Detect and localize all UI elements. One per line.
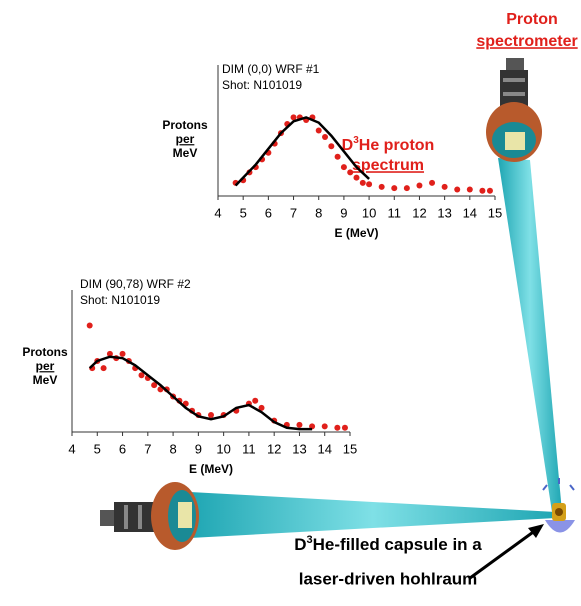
data-point — [106, 350, 113, 357]
data-point — [321, 423, 328, 430]
data-point — [151, 382, 158, 389]
y-axis-label: Protons — [162, 118, 208, 132]
data-point — [309, 423, 316, 430]
data-point — [290, 114, 297, 121]
data-point — [416, 182, 423, 189]
x-tick-label: 6 — [265, 205, 272, 220]
y-axis-label: MeV — [173, 146, 198, 160]
y-axis-label: per — [176, 132, 195, 146]
x-tick-label: 4 — [214, 205, 221, 220]
fit-line — [234, 116, 370, 187]
x-tick-label: 7 — [144, 441, 151, 456]
x-tick-label: 11 — [388, 205, 402, 220]
x-tick-label: 12 — [267, 441, 281, 456]
data-point — [315, 127, 322, 134]
data-point — [340, 164, 347, 171]
data-point — [100, 365, 107, 372]
data-point — [86, 322, 93, 329]
data-point — [347, 169, 354, 176]
annotation-part: D — [342, 137, 354, 154]
data-point — [479, 187, 486, 194]
data-point — [334, 424, 341, 431]
spectrometer-label: Proton — [506, 11, 558, 28]
x-tick-label: 5 — [94, 441, 101, 456]
x-tick-label: 5 — [240, 205, 247, 220]
x-tick-label: 9 — [195, 441, 202, 456]
capsule-label: laser-driven hohlraum — [299, 569, 478, 588]
data-point — [341, 424, 348, 431]
data-point — [359, 179, 366, 186]
capsule-label: D3He-filled capsule in a — [294, 534, 482, 555]
data-point — [252, 397, 259, 404]
proton-beam — [190, 492, 556, 538]
x-tick-label: 15 — [488, 205, 502, 220]
data-point — [322, 134, 329, 141]
x-tick-label: 8 — [169, 441, 176, 456]
data-point — [138, 372, 145, 379]
data-point — [466, 186, 473, 193]
annotation-part: He proton — [359, 137, 435, 154]
chart-title: DIM (0,0) WRF #1 — [222, 62, 320, 76]
y-axis-label: MeV — [33, 373, 58, 387]
data-point — [441, 183, 448, 190]
proton-beam — [498, 158, 562, 512]
data-point — [328, 143, 335, 150]
data-point — [486, 187, 493, 194]
x-tick-label: 10 — [362, 205, 376, 220]
chart-subtitle: Shot: N101019 — [80, 293, 160, 307]
x-tick-label: 12 — [412, 205, 426, 220]
x-tick-label: 6 — [119, 441, 126, 456]
spectrometer-icon — [100, 482, 199, 550]
x-tick-label: 10 — [216, 441, 230, 456]
spectrometer-label: spectrometer — [476, 33, 577, 50]
spectrometer-icon — [486, 58, 542, 162]
annotation: spectrum — [352, 157, 424, 174]
data-point — [119, 350, 126, 357]
arrow-head — [528, 524, 544, 538]
x-tick-label: 11 — [242, 441, 256, 456]
x-tick-label: 4 — [68, 441, 75, 456]
arrow — [469, 528, 537, 580]
y-axis-label: per — [36, 359, 55, 373]
data-point — [334, 153, 341, 160]
data-point — [258, 404, 265, 411]
data-point — [403, 185, 410, 192]
chart-title: DIM (90,78) WRF #2 — [80, 277, 191, 291]
data-point — [208, 411, 214, 418]
fit-line — [88, 355, 313, 431]
x-tick-label: 14 — [317, 441, 331, 456]
x-axis-label: E (MeV) — [189, 462, 233, 476]
x-tick-label: 8 — [315, 205, 322, 220]
x-tick-label: 13 — [437, 205, 451, 220]
y-axis-label: Protons — [22, 345, 68, 359]
x-tick-label: 13 — [292, 441, 306, 456]
data-point — [378, 183, 385, 190]
x-tick-label: 7 — [290, 205, 297, 220]
data-point — [454, 186, 461, 193]
hohlraum-icon — [542, 478, 575, 533]
annotation: D3He proton — [342, 135, 435, 155]
data-point — [391, 185, 398, 192]
chart-subtitle: Shot: N101019 — [222, 78, 302, 92]
x-tick-label: 15 — [343, 441, 357, 456]
annotation-part: 3 — [353, 135, 359, 146]
data-point — [296, 421, 303, 428]
data-point — [353, 174, 360, 181]
x-axis-label: E (MeV) — [334, 226, 378, 240]
data-point — [366, 181, 373, 188]
x-tick-label: 14 — [463, 205, 477, 220]
x-tick-label: 9 — [340, 205, 347, 220]
data-point — [429, 179, 436, 186]
